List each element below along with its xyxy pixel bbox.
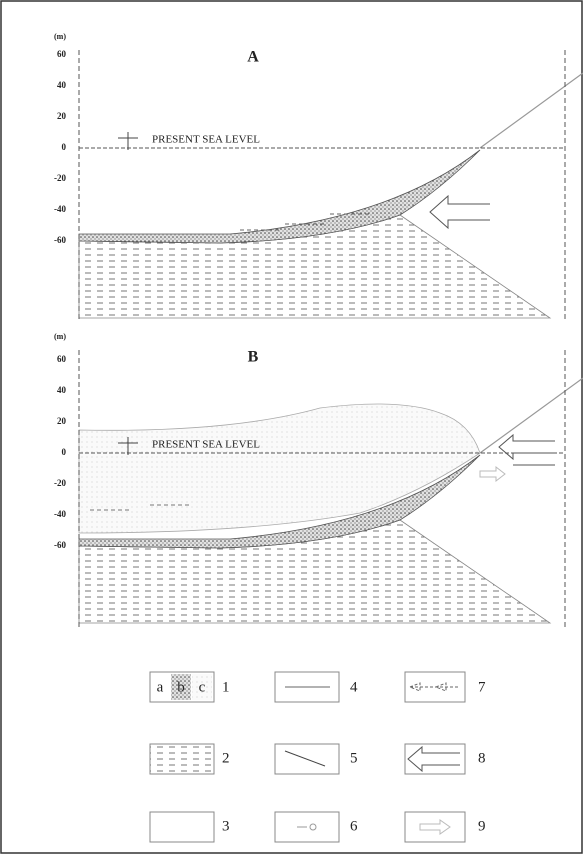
tick-label: 40	[57, 80, 67, 90]
page: {"panels": [ {"label": "A", "unit": "(m)…	[0, 0, 583, 854]
tick-label: 40	[57, 385, 67, 395]
legend-number: 3	[222, 818, 230, 834]
tick-label: -60	[54, 235, 66, 245]
tick-label: 20	[57, 416, 67, 426]
panel-label: A	[247, 49, 259, 66]
legend-number: 9	[478, 818, 486, 834]
legend-number: 1	[222, 679, 230, 695]
tick-label: -40	[54, 204, 66, 214]
tick-label: -20	[54, 173, 66, 183]
legend-number: 8	[478, 750, 486, 766]
legend-number: 7	[478, 679, 486, 695]
legend-number: 2	[222, 750, 230, 766]
legend-sublabel: a	[157, 679, 164, 695]
figure: PRESENT SEA LEVELA(m)6040200-20-40-60PRE…	[0, 0, 583, 854]
tick-label: 60	[57, 49, 67, 59]
tick-label: -40	[54, 509, 66, 519]
tick-label: -20	[54, 478, 66, 488]
legend-number: 4	[350, 679, 358, 695]
unit-label: (m)	[54, 32, 66, 41]
tick-label: 60	[57, 354, 67, 364]
legend: a b c 1 2 3 4 5 6 7 8 9	[150, 672, 486, 842]
legend-sublabel: c	[199, 679, 206, 695]
tick-label: 0	[62, 142, 67, 152]
sea-level-label: PRESENT SEA LEVEL	[152, 439, 260, 451]
tick-label: 20	[57, 111, 67, 121]
legend-number: 6	[350, 818, 358, 834]
sea-level-label: PRESENT SEA LEVEL	[152, 134, 260, 146]
legend-number: 5	[350, 750, 358, 766]
unit-label: (m)	[54, 332, 66, 341]
panel-label: B	[248, 349, 259, 366]
tick-label: 0	[62, 447, 67, 457]
legend-sublabel: b	[177, 679, 185, 695]
tick-label: -60	[54, 540, 66, 550]
